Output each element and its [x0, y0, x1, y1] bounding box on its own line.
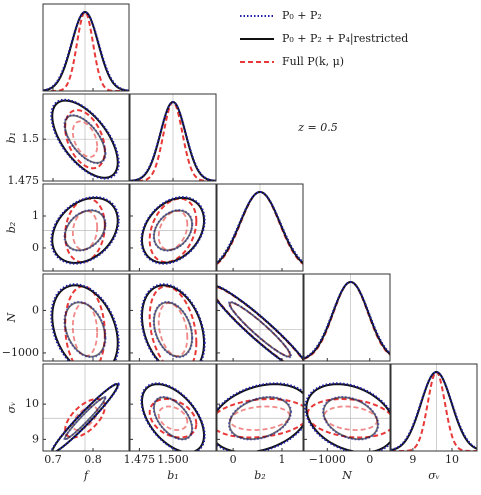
contour	[152, 300, 194, 359]
y-axis-label: N	[5, 312, 18, 323]
y-axis-label: σᵥ	[5, 402, 18, 414]
x-tick-label: 0	[366, 453, 373, 466]
x-tick-label: −1000	[309, 453, 346, 466]
contour	[63, 209, 107, 252]
panel-frame	[42, 3, 130, 92]
panel-frame	[216, 183, 304, 272]
contour	[321, 395, 380, 441]
x-tick-label: 10	[445, 453, 459, 466]
panel	[130, 184, 216, 271]
panel	[130, 274, 216, 361]
x-tick-label: 0.7	[44, 453, 62, 466]
contour	[64, 114, 106, 164]
panel	[304, 274, 390, 361]
posterior-curve	[130, 100, 216, 181]
posterior-curve	[304, 280, 390, 360]
x-axis-label: N	[341, 469, 352, 482]
panel	[130, 364, 216, 451]
contour	[157, 302, 189, 357]
panel-frame	[129, 273, 217, 362]
posterior-curve	[391, 370, 477, 451]
panel	[217, 274, 303, 361]
posterior-curve	[43, 11, 129, 91]
contour	[64, 398, 106, 439]
contour	[140, 382, 206, 451]
x-tick-label: 1.475	[124, 453, 156, 466]
panel-frame	[216, 273, 304, 362]
contour	[217, 284, 303, 361]
panel	[217, 364, 303, 451]
x-axis-label: σᵥ	[428, 469, 440, 482]
contour	[304, 382, 390, 451]
panel	[43, 184, 129, 271]
y-tick-label: 1.5	[22, 132, 40, 145]
contour	[228, 396, 292, 441]
panel-frame	[390, 363, 478, 452]
contour	[217, 383, 303, 451]
contour	[152, 395, 194, 441]
panel-frame	[42, 273, 130, 362]
contour	[71, 120, 99, 158]
contour	[157, 405, 189, 431]
panel	[43, 364, 129, 451]
y-tick-label: 9	[32, 432, 39, 445]
contour	[50, 98, 120, 180]
contour	[152, 209, 194, 252]
x-axis-label: f	[83, 469, 90, 482]
x-axis-label: b₂	[254, 469, 265, 482]
posterior-curve	[43, 11, 129, 91]
y-tick-label: 1	[32, 209, 39, 222]
contour	[141, 284, 205, 361]
y-tick-label: 10	[25, 397, 39, 410]
panel	[43, 94, 129, 181]
posterior-curve	[43, 11, 129, 91]
x-tick-label: 1	[278, 453, 285, 466]
y-tick-label: 0	[32, 241, 39, 254]
posterior-curve	[391, 371, 477, 451]
x-tick-label: 9	[409, 453, 416, 466]
panel-frame	[129, 93, 217, 182]
y-axis-label: b₁	[5, 132, 18, 143]
contour	[323, 405, 379, 431]
contour	[227, 300, 293, 359]
panel-frame	[216, 363, 304, 452]
annotation: z = 0.5	[297, 121, 338, 134]
y-tick-label: 0	[32, 303, 39, 316]
contour	[148, 285, 198, 361]
contour	[148, 398, 198, 439]
panel	[391, 364, 477, 451]
contour	[71, 210, 99, 251]
panel-frame	[129, 183, 217, 272]
panel	[130, 94, 216, 181]
posterior-curve	[304, 280, 390, 359]
panel-frame	[303, 363, 391, 452]
panel-frame	[42, 363, 130, 452]
contour	[63, 395, 107, 441]
contour	[148, 197, 198, 264]
contour	[51, 284, 119, 361]
panel-frame	[42, 183, 130, 272]
y-axis-label: b₂	[5, 222, 18, 233]
posterior-curve	[217, 190, 303, 263]
panel	[217, 184, 303, 271]
panel	[43, 4, 129, 91]
posterior-curve	[391, 371, 477, 451]
panel-frame	[42, 93, 130, 182]
panel-frame	[303, 273, 391, 362]
panel	[43, 274, 129, 361]
x-tick-label: 0	[230, 453, 237, 466]
legend-label: Full P(k, μ)	[282, 55, 344, 68]
y-tick-label: 1.475	[8, 174, 40, 187]
panel	[304, 364, 390, 451]
contour	[140, 196, 206, 265]
x-axis-label: b₁	[167, 469, 178, 482]
legend-label: P₀ + P₂ + P₄|restricted	[282, 32, 408, 46]
panel-frame	[129, 363, 217, 452]
contour	[50, 196, 120, 265]
y-tick-label: −1000	[2, 346, 39, 359]
x-tick-label: 0.8	[84, 453, 102, 466]
x-tick-label: 1.500	[157, 453, 189, 466]
legend-label: P₀ + P₂	[282, 9, 322, 22]
